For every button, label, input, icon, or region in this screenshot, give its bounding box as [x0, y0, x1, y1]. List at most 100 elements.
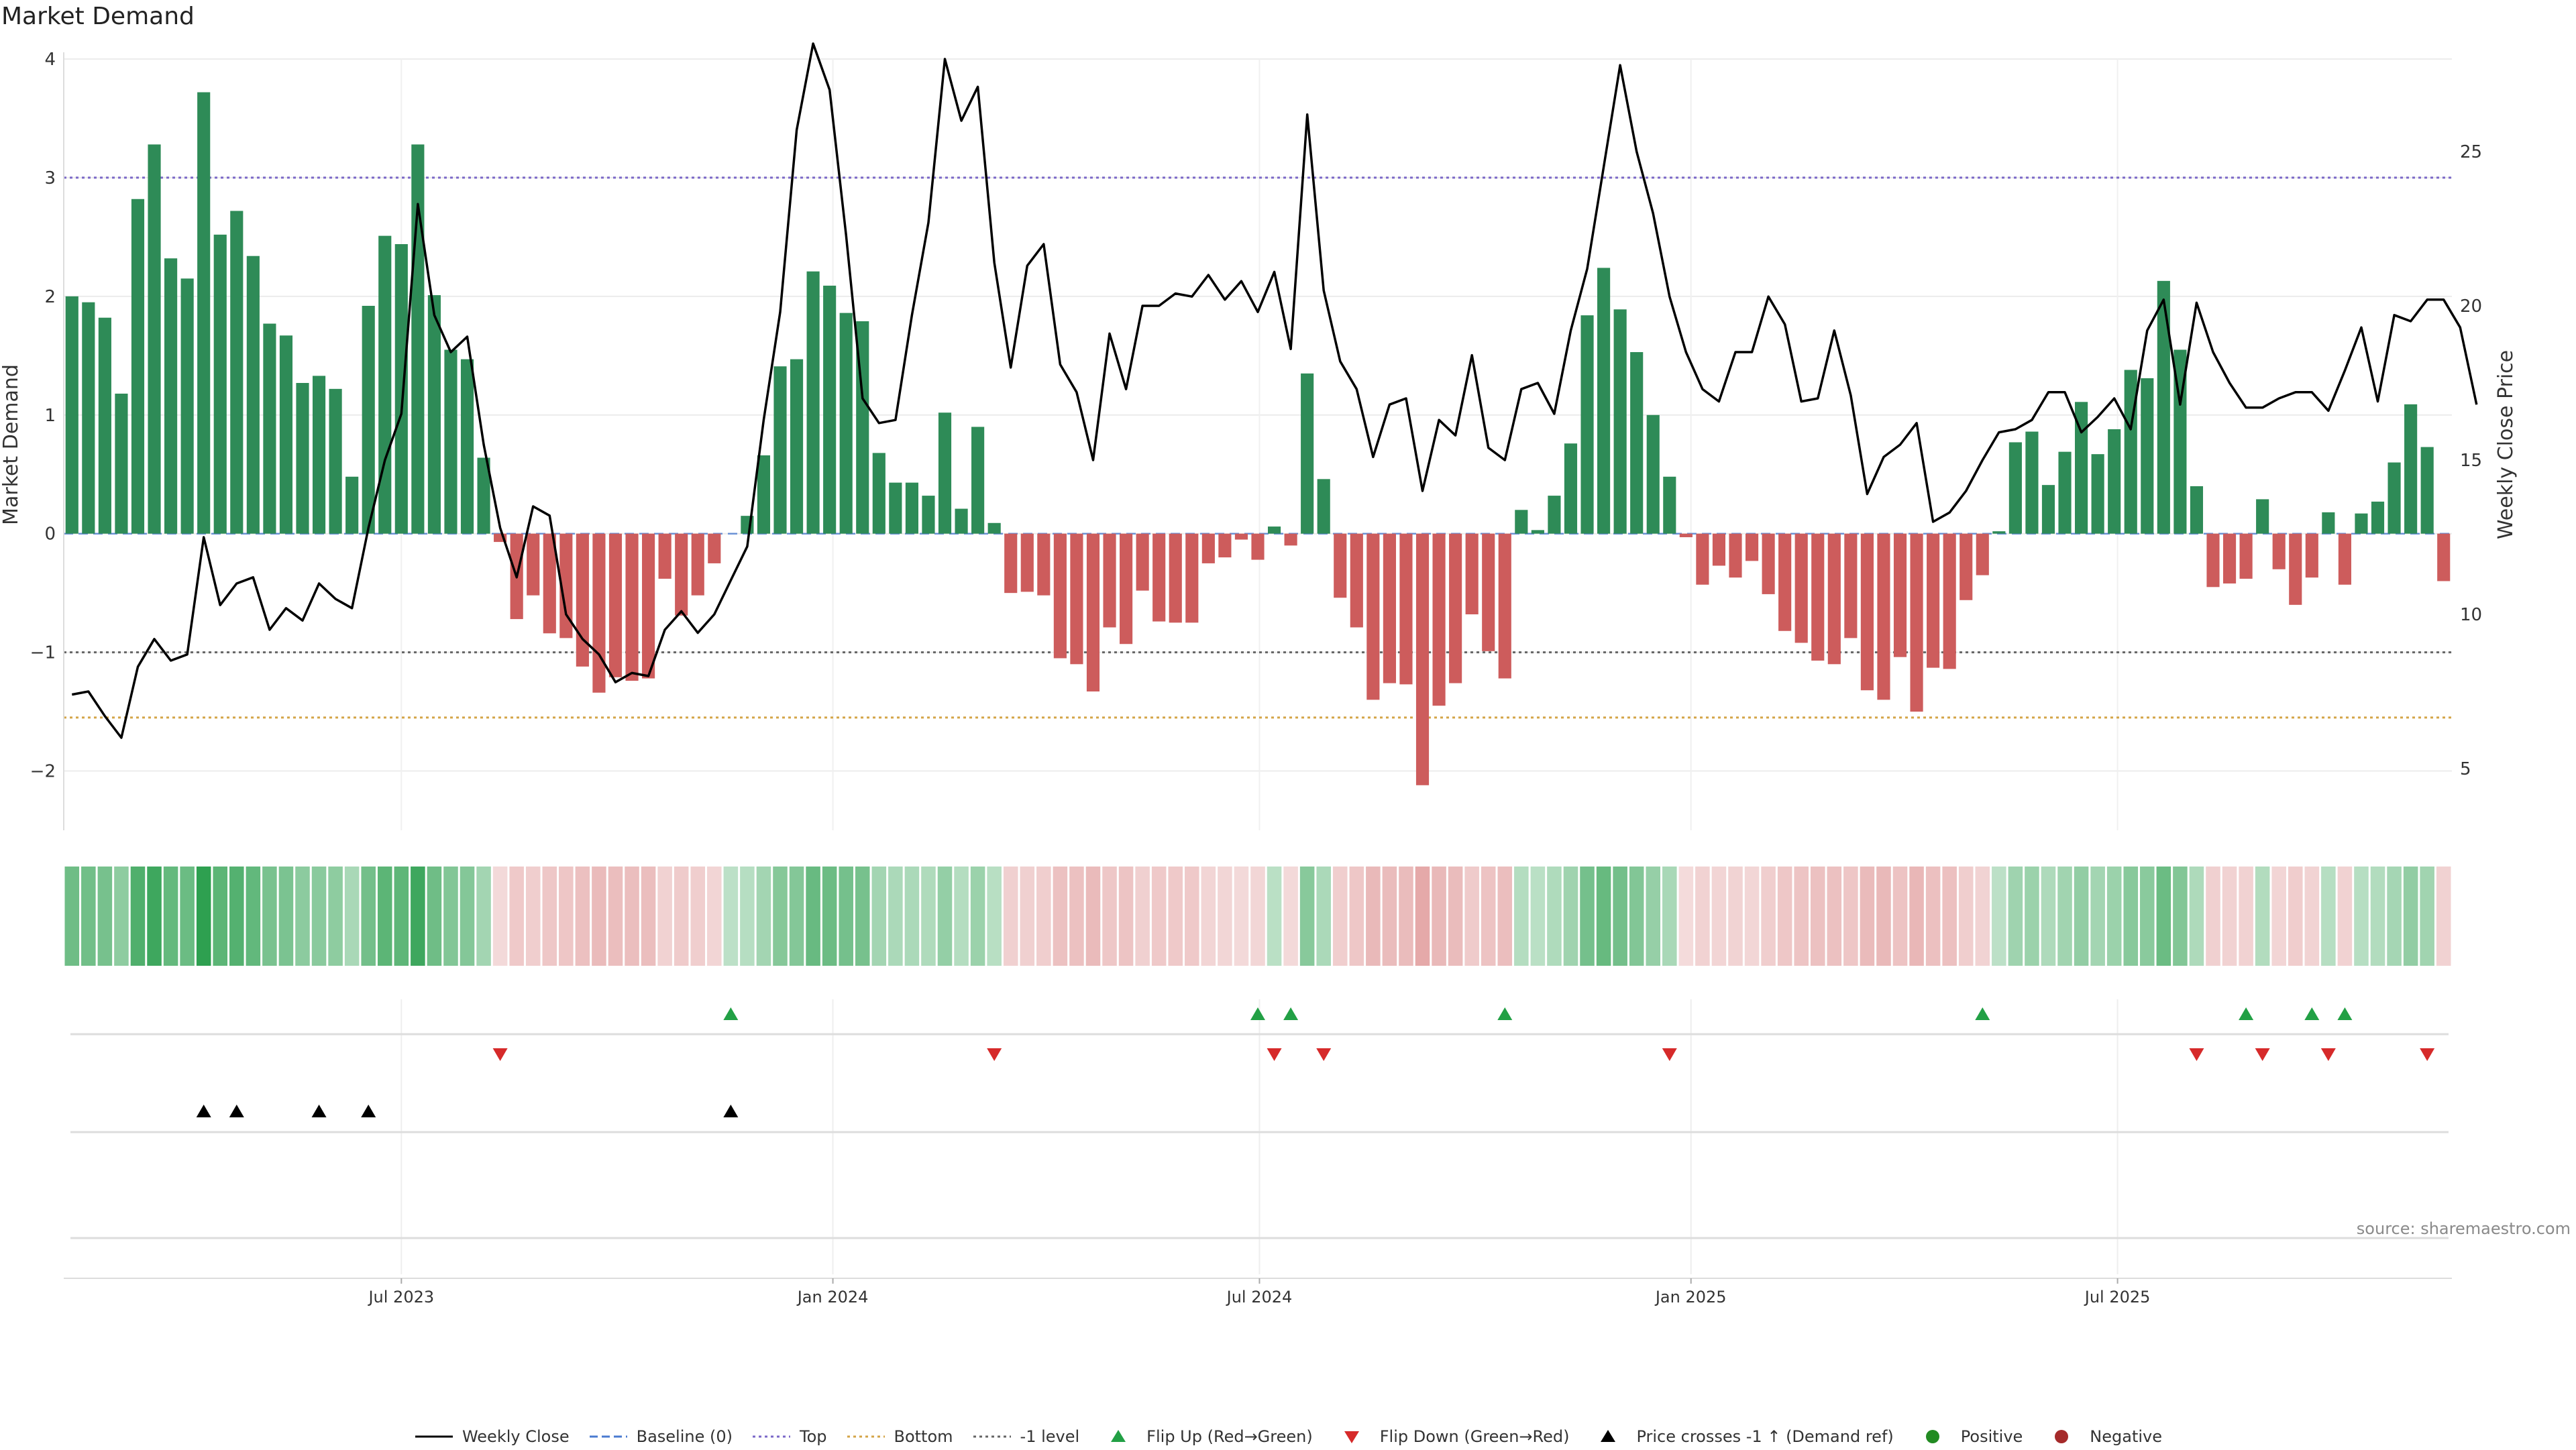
heat-cell — [2403, 867, 2418, 966]
legend-symbol — [2055, 1430, 2069, 1443]
demand-bar — [1712, 533, 1726, 566]
flip-down-marker — [1267, 1048, 1282, 1061]
heat-cell — [690, 867, 706, 966]
heat-cell — [163, 867, 178, 966]
heat-cell — [1992, 867, 2006, 966]
demand-bar — [971, 427, 985, 534]
demand-bar — [1301, 373, 1314, 534]
heat-cell — [1036, 867, 1051, 966]
demand-bar — [1778, 533, 1792, 631]
demand-bar — [1317, 479, 1330, 534]
heat-cell — [1876, 867, 1891, 966]
legend-label: Weekly Close — [462, 1427, 570, 1446]
demand-bar — [230, 211, 244, 534]
demand-bar — [65, 296, 78, 534]
heat-cell — [987, 867, 1002, 966]
y-tick-label: −2 — [30, 762, 56, 782]
heat-cell — [2255, 867, 2270, 966]
demand-bars — [65, 92, 2451, 785]
demand-bar — [1960, 533, 1973, 600]
heat-cell — [2370, 867, 2385, 966]
heat-cell — [1349, 867, 1364, 966]
y-axis-label: Market Demand — [0, 364, 23, 525]
heat-cell — [1744, 867, 1760, 966]
heat-cell — [2288, 867, 2303, 966]
heat-cell — [1563, 867, 1578, 966]
heat-cell — [361, 867, 376, 966]
heat-cell — [344, 867, 360, 966]
heat-cell — [1250, 867, 1265, 966]
legend-label: Price crosses -1 ↑ (Demand ref) — [1636, 1427, 1894, 1446]
heat-cell — [756, 867, 771, 966]
flip-up-marker — [1975, 1007, 1990, 1020]
legend-symbol — [1601, 1430, 1616, 1442]
heat-cell — [1843, 867, 1858, 966]
heat-cell — [2189, 867, 2204, 966]
demand-bar — [362, 306, 375, 534]
heat-cell — [1530, 867, 1546, 966]
heat-cell — [2008, 867, 2023, 966]
demand-bar — [2008, 442, 2022, 534]
demand-bar — [592, 533, 606, 693]
heat-cell — [2304, 867, 2320, 966]
demand-bar — [1515, 510, 1528, 534]
demand-bar — [1482, 533, 1495, 651]
axes: −2 −1 0 1 2 3 4 5 10 15 20 25 Market Demand Weekly Cl… — [0, 50, 2518, 830]
heat-cell — [1646, 867, 1661, 966]
demand-bar — [345, 476, 359, 534]
heat-cell — [1481, 867, 1496, 966]
demand-bar — [889, 482, 902, 534]
heat-cell — [2173, 867, 2188, 966]
demand-bar — [148, 144, 161, 534]
demand-bar — [839, 313, 853, 534]
demand-bar — [378, 235, 392, 534]
heat-cell — [2156, 867, 2171, 966]
heat-cell — [1020, 867, 1035, 966]
demand-bar — [2289, 533, 2302, 605]
demand-bar — [608, 533, 623, 677]
heat-cell — [1497, 867, 1513, 966]
heat-cell — [608, 867, 623, 966]
heat-cell — [64, 867, 80, 966]
heat-cell — [657, 867, 672, 966]
demand-bar — [2206, 533, 2220, 588]
demand-bar — [1498, 533, 1511, 679]
heat-cell — [180, 867, 195, 966]
demand-bar — [164, 258, 178, 534]
demand-bar — [1877, 533, 1890, 700]
price-cross-marker — [361, 1105, 376, 1117]
heat-cell — [575, 867, 590, 966]
demand-bar — [180, 278, 194, 534]
heat-cell — [1547, 867, 1562, 966]
y2-tick-label: 10 — [2460, 605, 2482, 625]
demand-bar — [2272, 533, 2286, 569]
heat-cell — [1185, 867, 1199, 966]
heat-cell — [262, 867, 277, 966]
demand-bar — [2041, 485, 2055, 534]
demand-bar — [1943, 533, 1956, 669]
flip-markers-panel — [70, 1007, 2449, 1061]
demand-bar — [213, 234, 227, 534]
demand-bar — [708, 533, 721, 563]
flip-down-marker — [1316, 1048, 1332, 1061]
demand-bar — [1465, 533, 1479, 614]
heat-cell — [1234, 867, 1249, 966]
demand-bar — [1234, 533, 1248, 540]
heat-cell — [855, 867, 870, 966]
source-label: source: sharemaestro.com — [2356, 1219, 2571, 1238]
demand-bar — [1366, 533, 1380, 700]
demand-bar — [82, 302, 95, 534]
demand-bar — [2222, 533, 2237, 583]
heat-cell — [1909, 867, 1924, 966]
legend-label: Negative — [2090, 1427, 2163, 1446]
y2-axis-label: Weekly Close Price — [2494, 350, 2518, 539]
demand-bar — [823, 285, 837, 534]
legend-item: Flip Down (Green→Red) — [1332, 1427, 1569, 1447]
legend: Weekly Close Baseline (0) Top Bottom -1 leve… — [0, 1423, 2576, 1450]
demand-bar — [806, 271, 820, 534]
heat-cell — [871, 867, 887, 966]
demand-bar — [2305, 533, 2318, 578]
heat-cell — [970, 867, 985, 966]
heat-cell — [773, 867, 788, 966]
